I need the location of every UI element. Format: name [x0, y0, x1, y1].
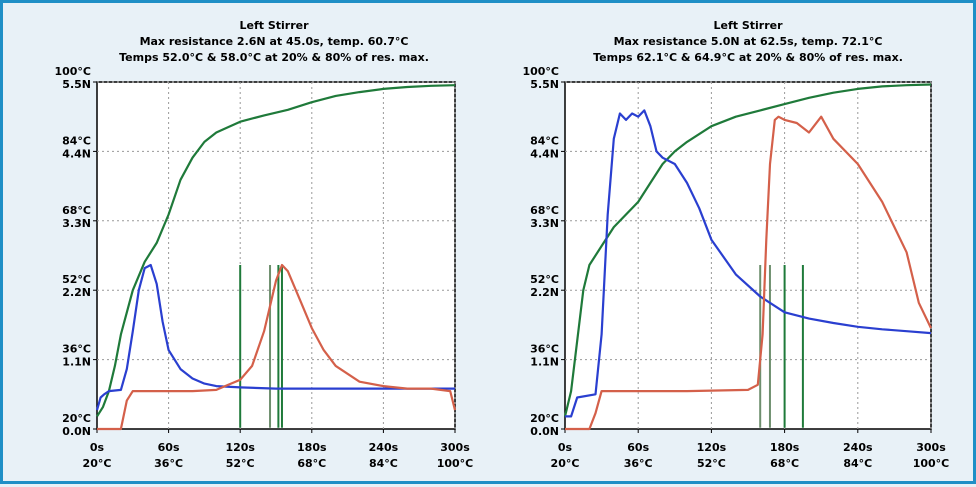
- y-tick-force: 4.4N: [530, 147, 559, 160]
- x-tick-time: 60s: [627, 441, 649, 454]
- series-line-blue: [565, 109, 932, 418]
- y-tick-force: 5.5N: [530, 78, 559, 91]
- x-tick-temp: 20°C: [83, 457, 112, 470]
- chart-1: Left Stirrer Max resistance 2.6N at 45.0s…: [54, 19, 473, 470]
- chart-title: Left Stirrer: [239, 19, 309, 32]
- x-tick-temp: 68°C: [297, 457, 326, 470]
- x-tick-time: 240s: [369, 441, 399, 454]
- series-line-temperature: [563, 83, 932, 417]
- y-tick-temp: 84°C: [530, 134, 559, 147]
- y-tick-temp: 84°C: [62, 134, 91, 147]
- chart-title: Left Stirrer: [713, 19, 783, 32]
- y-tick-force: 1.1N: [62, 356, 91, 369]
- y-tick-force: 5.5N: [62, 78, 91, 91]
- chart-subtitle-1: Max resistance 5.0N at 62.5s, temp. 72.1…: [614, 35, 883, 48]
- x-tick-temp: 52°C: [226, 457, 255, 470]
- y-tick-force: 2.2N: [62, 286, 91, 299]
- y-tick-temp: 36°C: [62, 343, 91, 356]
- series-line-red: [97, 263, 457, 431]
- plot-area: [564, 81, 932, 430]
- y-tick-temp: 20°C: [530, 412, 559, 425]
- x-tick-time: 120s: [697, 441, 727, 454]
- chart-subtitle-1: Max resistance 2.6N at 45.0s, temp. 60.7…: [140, 35, 409, 48]
- y-tick-temp: 68°C: [530, 204, 559, 217]
- x-tick-time: 120s: [225, 441, 255, 454]
- y-tick-temp: 100°C: [522, 65, 559, 78]
- charts-svg: Left Stirrer Max resistance 2.6N at 45.0s…: [54, 19, 949, 470]
- y-tick-force: 0.0N: [62, 425, 91, 438]
- x-tick-time: 240s: [843, 441, 873, 454]
- x-tick-time: 0s: [90, 441, 105, 454]
- x-tick-time: 60s: [158, 441, 180, 454]
- y-tick-temp: 52°C: [530, 273, 559, 286]
- y-tick-temp: 100°C: [54, 65, 91, 78]
- series-line-temperature: [96, 84, 456, 417]
- y-tick-force: 2.2N: [530, 286, 559, 299]
- x-tick-time: 180s: [770, 441, 800, 454]
- x-tick-temp: 52°C: [697, 457, 726, 470]
- y-tick-force: 1.1N: [530, 356, 559, 369]
- series-line-red: [565, 115, 932, 431]
- series-line-blue: [95, 263, 455, 411]
- y-tick-temp: 20°C: [62, 412, 91, 425]
- plot-area: [96, 81, 456, 430]
- y-tick-force: 4.4N: [62, 147, 91, 160]
- y-tick-force: 0.0N: [530, 425, 559, 438]
- y-tick-temp: 68°C: [62, 204, 91, 217]
- y-tick-force: 3.3N: [530, 217, 559, 230]
- x-tick-time: 0s: [558, 441, 573, 454]
- x-tick-temp: 84°C: [843, 457, 872, 470]
- x-tick-temp: 100°C: [913, 457, 950, 470]
- x-tick-temp: 36°C: [624, 457, 653, 470]
- x-tick-time: 300s: [440, 441, 470, 454]
- x-tick-temp: 36°C: [154, 457, 183, 470]
- x-tick-time: 300s: [916, 441, 946, 454]
- chart-subtitle-2: Temps 62.1°C & 64.9°C at 20% & 80% of re…: [593, 51, 903, 64]
- chart-subtitle-2: Temps 52.0°C & 58.0°C at 20% & 80% of re…: [119, 51, 429, 64]
- x-tick-temp: 100°C: [437, 457, 474, 470]
- x-tick-temp: 20°C: [551, 457, 580, 470]
- y-tick-temp: 36°C: [530, 343, 559, 356]
- y-tick-temp: 52°C: [62, 273, 91, 286]
- chart-2: Left Stirrer Max resistance 5.0N at 62.5s…: [522, 19, 949, 470]
- x-tick-temp: 84°C: [369, 457, 398, 470]
- y-tick-force: 3.3N: [62, 217, 91, 230]
- x-tick-time: 180s: [297, 441, 327, 454]
- x-tick-temp: 68°C: [770, 457, 799, 470]
